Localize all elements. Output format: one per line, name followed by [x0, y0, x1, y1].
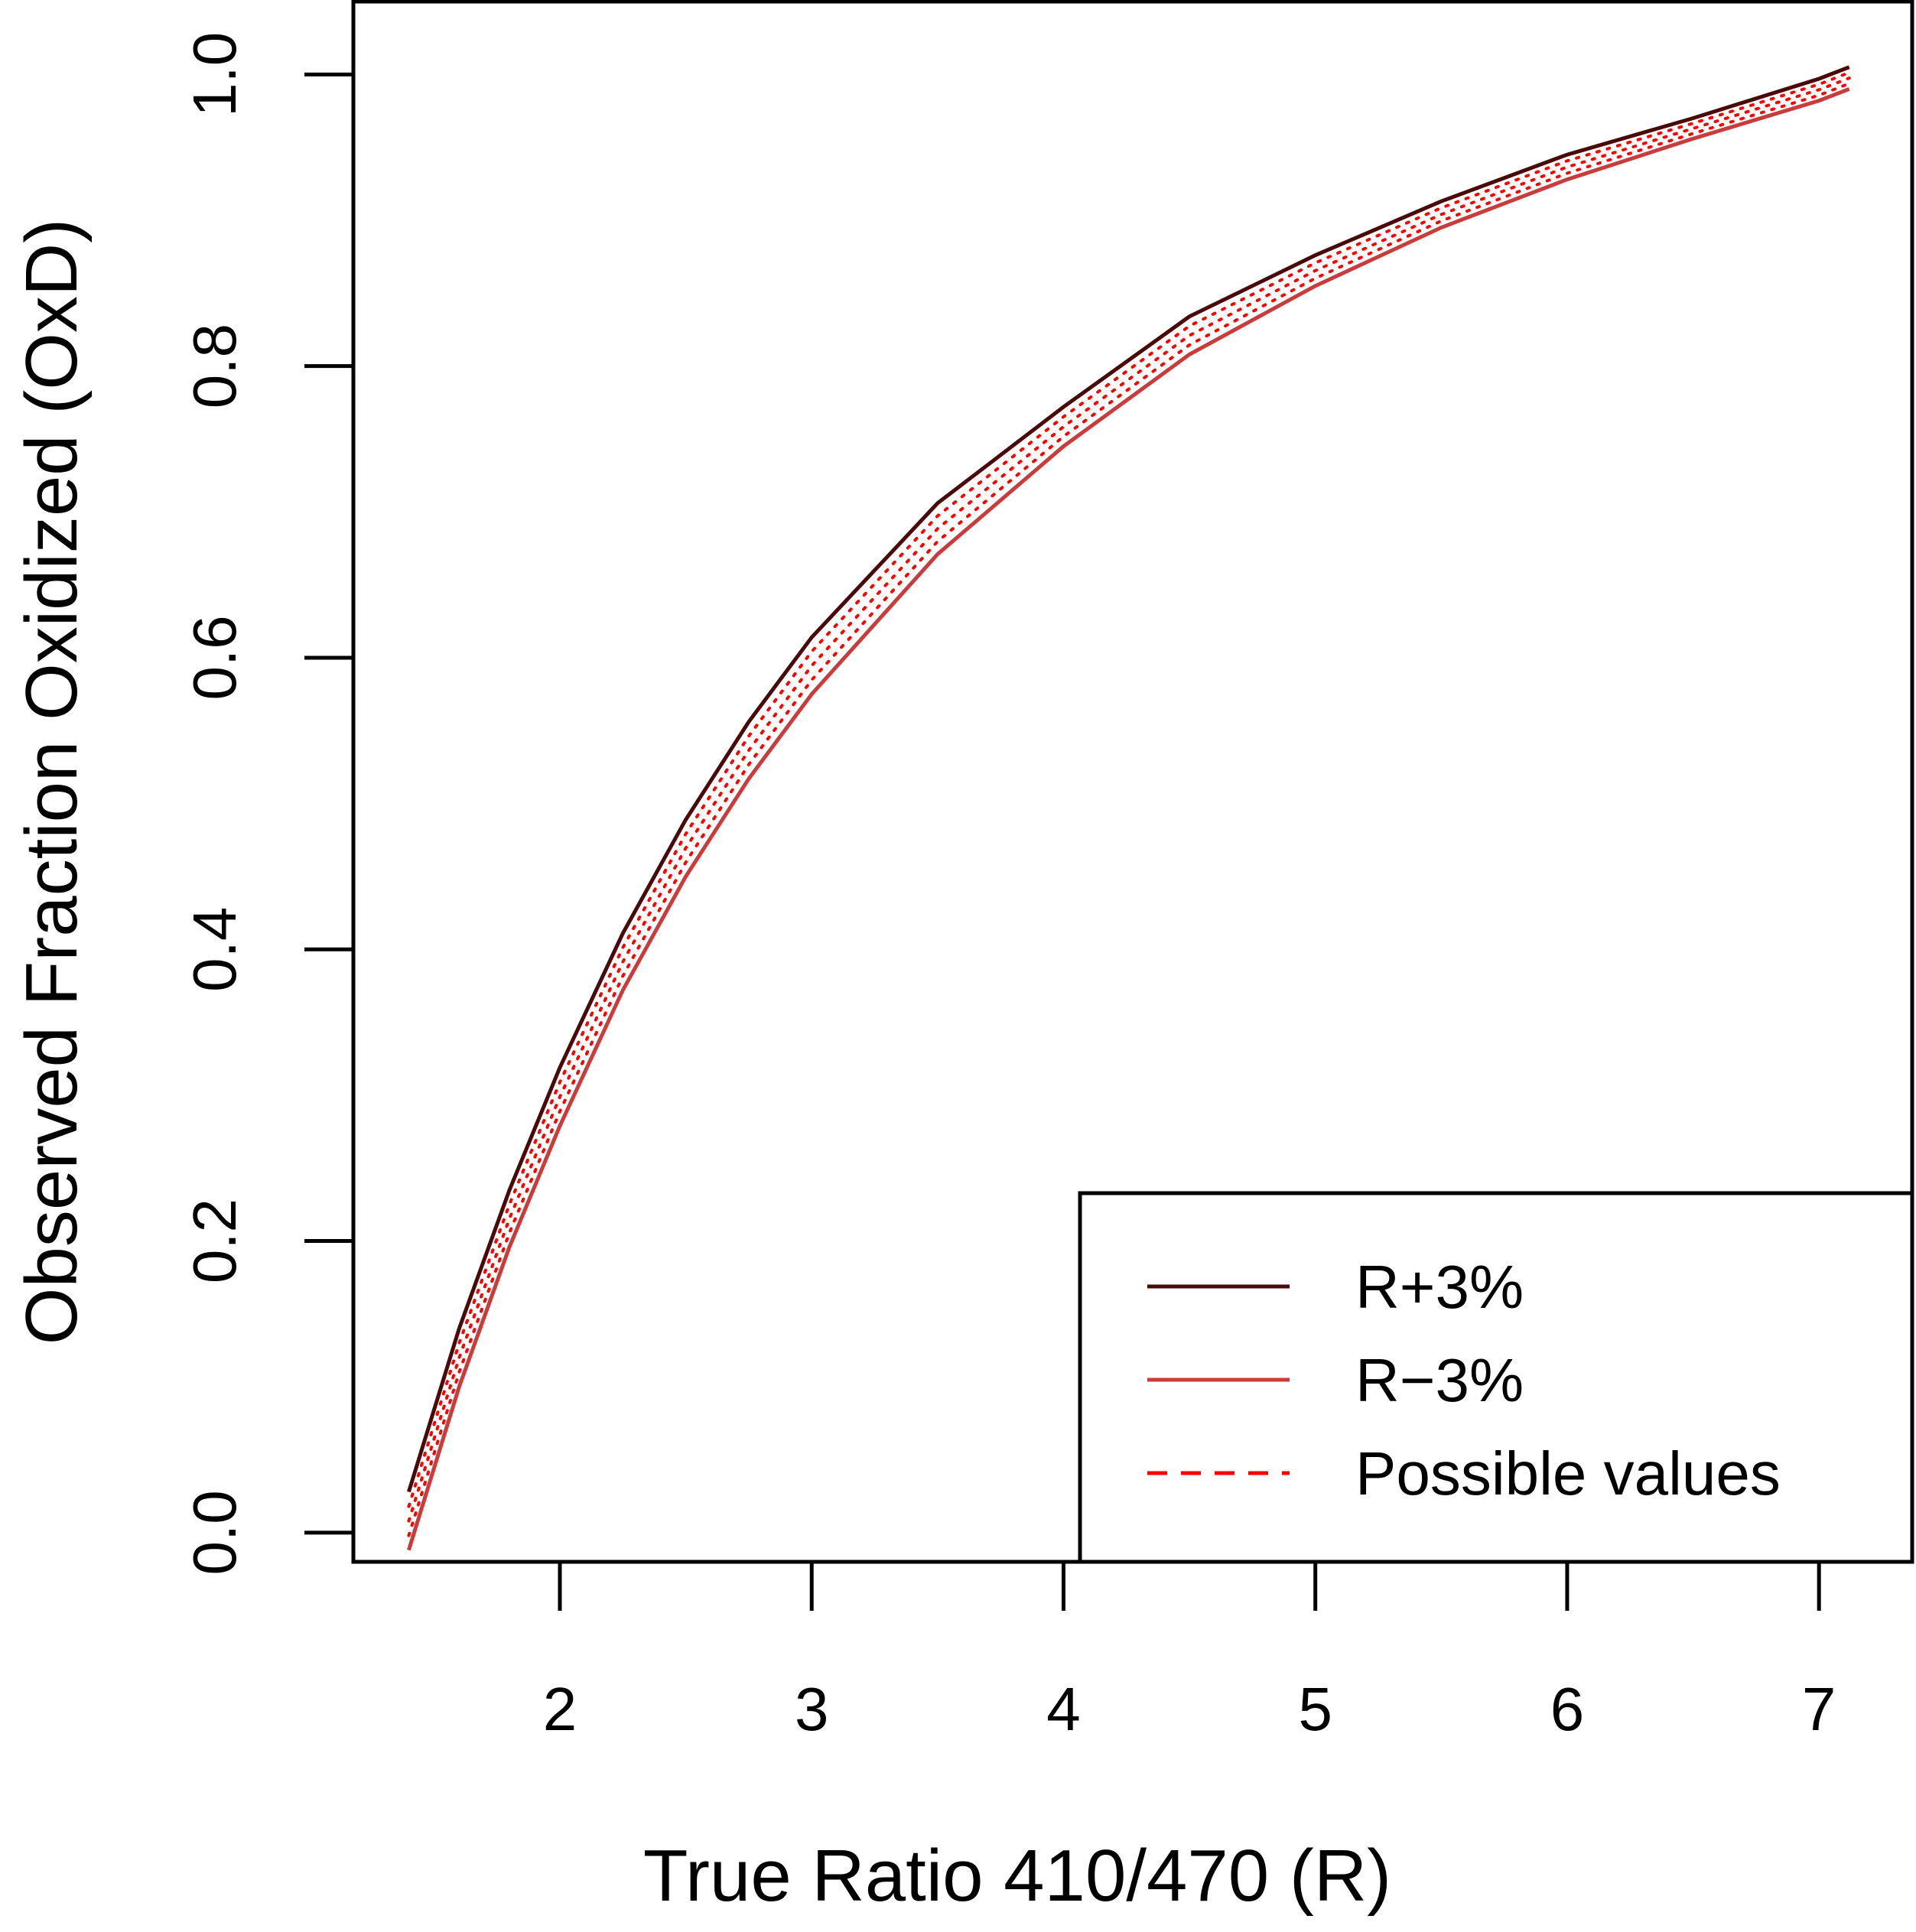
y-tick-label: 0.4	[181, 907, 249, 992]
legend-box	[1078, 1191, 1914, 1564]
series-line	[407, 87, 1850, 1551]
possible-values-line	[407, 76, 1851, 1523]
x-tick-label: 2	[543, 1675, 577, 1743]
legend: R+3% R−3% Possible values	[1078, 1191, 1914, 1564]
x-axis-title: True Ratio 410/470 (R)	[643, 1835, 1391, 1917]
x-tick-label: 3	[795, 1675, 829, 1743]
y-tick-label: 0.2	[181, 1199, 249, 1283]
x-tick-label: 6	[1550, 1675, 1585, 1743]
legend-label: R+3%	[1355, 1253, 1524, 1321]
y-tick-label: 1.0	[181, 32, 249, 117]
x-axis: 2 3 4 5 6 7	[543, 1560, 1836, 1743]
series-line	[407, 65, 1850, 1493]
y-tick-label: 0.0	[181, 1490, 249, 1575]
legend-label: R−3%	[1355, 1346, 1524, 1414]
y-tick-label: 0.8	[181, 324, 249, 408]
y-axis-title: Observed Fraction Oxidized (OxD)	[11, 219, 93, 1345]
possible-values-line	[407, 82, 1851, 1537]
x-tick-label: 7	[1802, 1675, 1836, 1743]
x-tick-label: 5	[1298, 1675, 1332, 1743]
possible-values-band	[407, 70, 1851, 1537]
possible-values-line	[407, 70, 1851, 1508]
legend-label: Possible values	[1355, 1439, 1781, 1508]
series-layer	[407, 65, 1851, 1551]
y-axis: 0.0 0.2 0.4 0.6 0.8 1.0	[181, 32, 353, 1575]
x-tick-label: 4	[1046, 1675, 1081, 1743]
y-tick-label: 0.6	[181, 615, 249, 700]
